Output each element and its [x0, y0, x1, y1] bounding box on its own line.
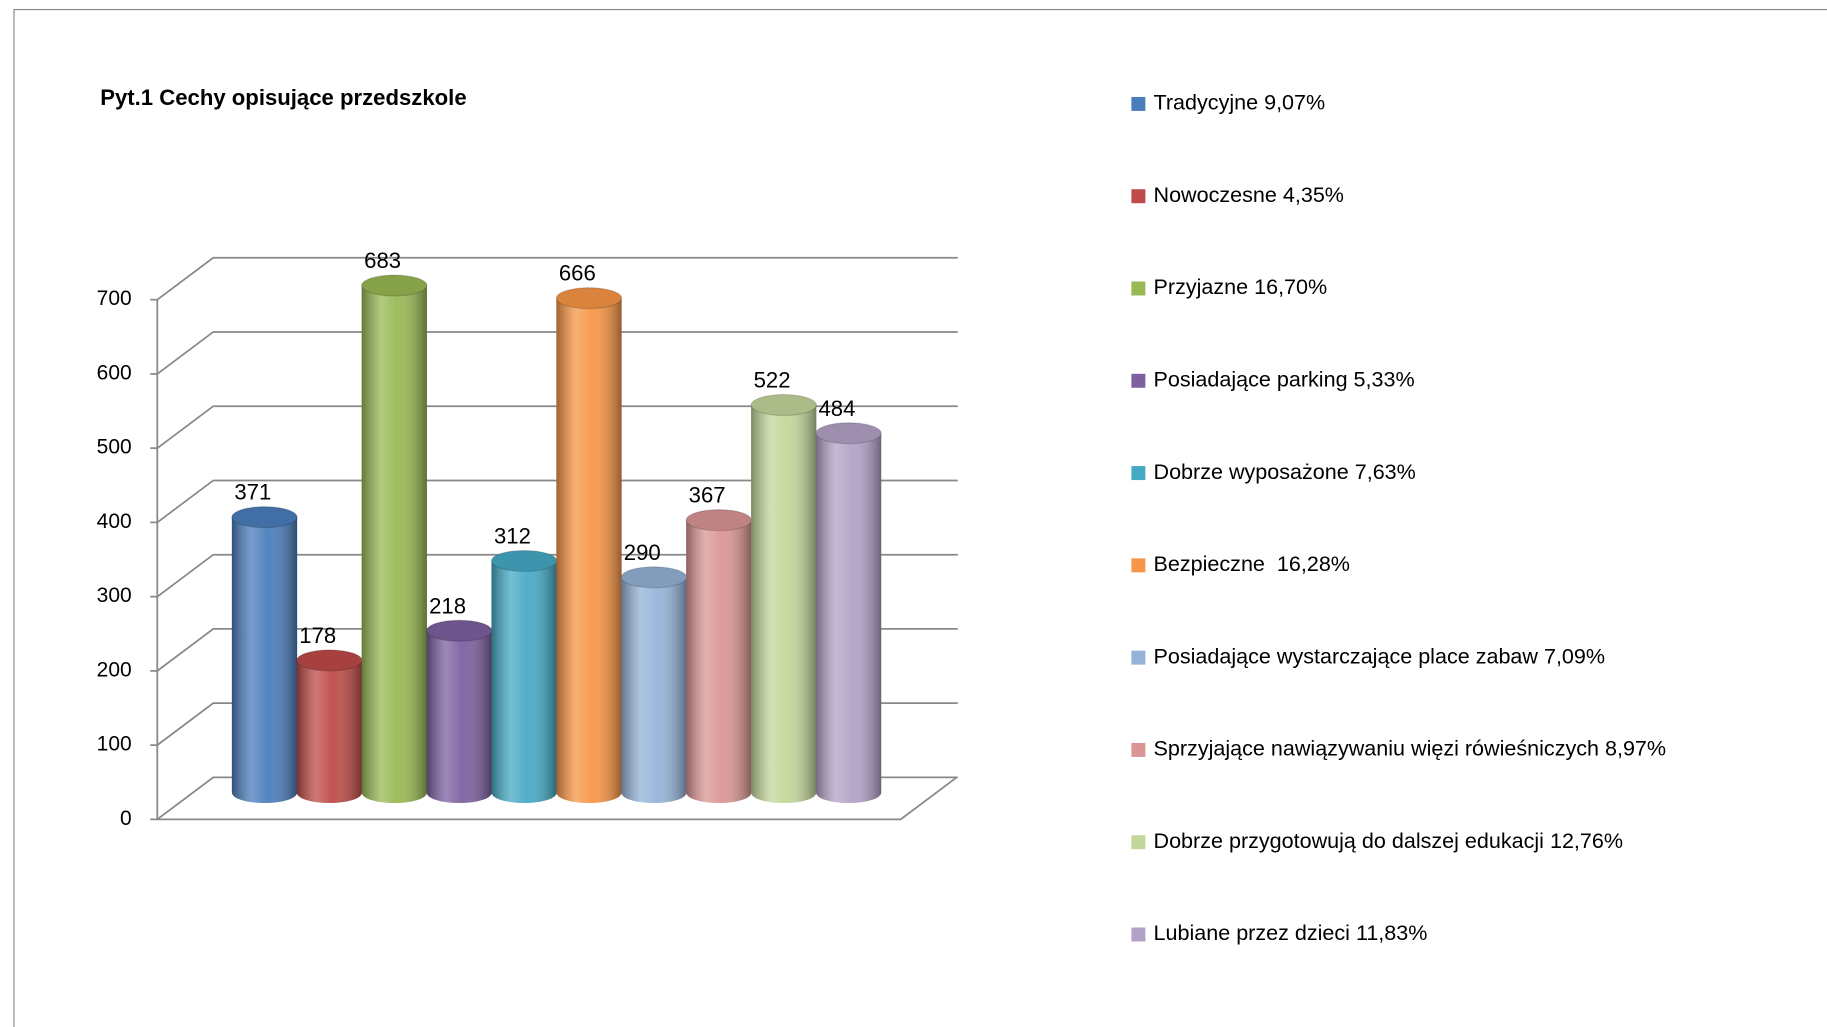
legend-label: Posiadające wystarczające place zabaw 7,… — [1154, 643, 1606, 668]
bar — [425, 619, 493, 804]
chart-title: Pyt.1 Cechy opisujące przedszkole — [100, 85, 466, 110]
bar-top-shade — [556, 287, 622, 309]
data-label: 290 — [624, 540, 661, 565]
legend-label: Przyjazne 16,70% — [1154, 274, 1328, 299]
legend-swatch — [1131, 927, 1146, 942]
bar-shade — [426, 630, 492, 804]
data-label: 666 — [559, 261, 596, 286]
bar-top-shade — [815, 422, 882, 444]
bar-top-shade — [361, 275, 427, 296]
data-label: 367 — [689, 483, 726, 508]
bar — [231, 506, 298, 804]
bar-top — [555, 287, 623, 310]
grid-line — [156, 331, 958, 375]
grid-line — [156, 405, 958, 449]
bar — [750, 393, 817, 804]
data-label: 178 — [299, 623, 336, 648]
bar-shade — [556, 298, 622, 804]
y-tick-label: 200 — [97, 658, 132, 681]
bar — [620, 566, 688, 804]
legend-swatch — [1131, 835, 1146, 850]
y-tick-label: 0 — [120, 807, 132, 830]
bar — [490, 549, 558, 804]
bar — [555, 287, 623, 804]
floor — [157, 776, 958, 821]
legend-label: Lubiane przez dzieci 11,83% — [1154, 920, 1428, 945]
bar-shade — [361, 285, 427, 804]
legend-swatch — [1131, 650, 1146, 665]
bar-shade — [686, 520, 752, 804]
bar-shade — [491, 560, 557, 804]
grid-line — [156, 256, 958, 301]
data-label: 683 — [364, 248, 401, 273]
data-label: 484 — [818, 396, 855, 421]
bar-top — [231, 506, 298, 529]
y-tick-label: 100 — [97, 733, 132, 756]
bar-top-shade — [491, 550, 557, 572]
bar-top-shade — [621, 566, 687, 588]
bar-top — [815, 422, 882, 445]
legend-label: Sprzyjające nawiązywaniu więzi rówieśnic… — [1154, 736, 1667, 761]
legend-swatch — [1131, 742, 1146, 757]
legend-label: Dobrze wyposażone 7,63% — [1154, 459, 1416, 484]
bar — [815, 422, 882, 804]
y-tick-label: 300 — [97, 584, 132, 607]
legend-swatch — [1131, 189, 1146, 204]
data-label: 312 — [494, 523, 531, 548]
legend-label: Nowoczesne 4,35% — [1154, 182, 1344, 207]
legend-swatch — [1131, 373, 1146, 388]
legend-swatch — [1131, 466, 1146, 481]
legend-swatch — [1131, 558, 1146, 573]
legend-swatch — [1131, 96, 1146, 111]
data-label: 371 — [234, 480, 271, 505]
bar-shade — [751, 405, 817, 804]
bar-top — [750, 393, 817, 417]
bar-top-shade — [426, 620, 492, 642]
bar-top-shade — [231, 506, 298, 528]
grid-line — [156, 479, 958, 524]
bar — [296, 649, 363, 804]
legend-label: Posiadające parking 5,33% — [1154, 366, 1415, 391]
bar-shade — [231, 517, 298, 804]
legend-swatch — [1131, 281, 1146, 296]
legend-label: Bezpieczne 16,28% — [1154, 551, 1350, 576]
bar-shade — [815, 433, 882, 804]
bar-top — [361, 274, 428, 297]
y-tick-label: 600 — [97, 361, 132, 384]
frame — [13, 8, 1827, 1027]
bar — [361, 274, 428, 804]
bar-shade — [621, 577, 687, 804]
bar-shade — [296, 660, 363, 804]
y-tick-label: 700 — [97, 287, 132, 310]
data-label: 522 — [754, 368, 791, 393]
legend-label: Tradycyjne 9,07% — [1154, 90, 1326, 115]
bar — [685, 509, 753, 804]
legend-label: Dobrze przygotowują do dalszej edukacji … — [1154, 828, 1624, 853]
bar-top-shade — [686, 509, 752, 531]
bar-top-shade — [296, 649, 363, 671]
y-tick-label: 500 — [97, 436, 132, 459]
data-label: 218 — [429, 593, 466, 618]
bar-top-shade — [751, 394, 817, 416]
y-tick-label: 400 — [97, 510, 132, 533]
